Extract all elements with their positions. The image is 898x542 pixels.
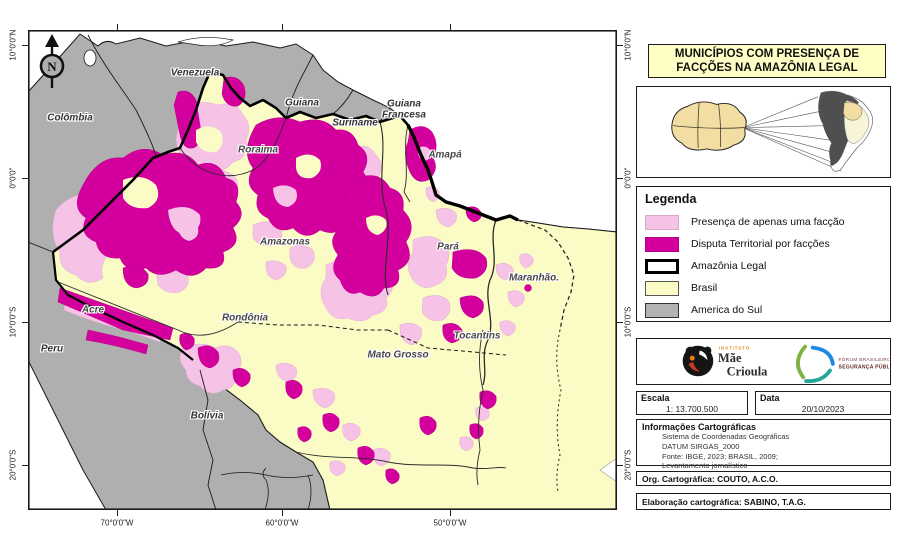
legend: Legenda Presença de apenas uma facção Di… (636, 186, 891, 322)
elaboration-credit: Elaboração cartográfica: SABINO, T.A.G. (636, 493, 891, 510)
fbsp-line2: SEGURANÇA PÚBLICA (839, 364, 889, 371)
tick (22, 178, 28, 179)
inset-fan-lines (742, 96, 842, 172)
inset-amazonia-legal (671, 101, 747, 151)
inset-svg (671, 90, 873, 172)
main-map: N Venezuela Colômbia Guiana Suriname Gui… (28, 30, 617, 510)
swatch-brasil (645, 280, 679, 296)
cartographic-info-line: Fonte: IBGE, 2023; BRASIL, 2009; (662, 451, 778, 461)
axis-lat-label: 0°0'0" (623, 167, 633, 189)
mae-crioula-logo: INSTITUTO Mãe Crioula (682, 346, 769, 378)
axis-lat-label: 20°0'0"S (623, 449, 633, 481)
date-label: Data (760, 393, 780, 403)
swatch-territorial-dispute (645, 236, 679, 252)
axis-lat-label: 0°0'0" (8, 167, 18, 189)
municipality-accents (123, 126, 432, 241)
axis-lat-label: 10°0'0"N (623, 29, 633, 61)
tick (450, 24, 451, 30)
coast-detail (599, 457, 617, 483)
main-map-svg: N (28, 30, 617, 510)
dashed-state-borders (237, 219, 575, 493)
tick (117, 24, 118, 30)
tick (22, 465, 28, 466)
state-borders (57, 117, 507, 486)
legend-header: Legenda (645, 192, 697, 206)
scale-label: Escala (641, 393, 670, 403)
date-value: 20/10/2023 (801, 404, 845, 414)
axis-lon-label: 60°0'0"W (265, 518, 299, 528)
scale-box: Escala 1: 13.700.500 (636, 391, 748, 415)
map-title: MUNICÍPIOS COM PRESENÇA DE FACÇÕES NA AM… (648, 44, 886, 78)
mae-crioula-top-text: INSTITUTO (719, 346, 750, 351)
tick (617, 45, 623, 46)
mae-crioula-line1: Mãe (718, 351, 742, 365)
tick (617, 178, 623, 179)
cartographic-info-header: Informações Cartográficas (642, 422, 757, 432)
axis-lon-label: 50°0'0"W (433, 518, 467, 528)
legend-item: America do Sul (645, 299, 882, 321)
swatch-single-faction (645, 214, 679, 230)
inset-locator-map (636, 86, 891, 178)
fbsp-logo: FÓRUM BRASILEIRO DE SEGURANÇA PÚBLICA (796, 344, 898, 384)
tick (617, 322, 623, 323)
axis-lat-label: 10°0'0"N (8, 29, 18, 61)
map-frame (28, 30, 617, 510)
logos-svg: INSTITUTO Mãe Crioula FÓRUM BRASILEIRO D… (682, 344, 898, 384)
cartographic-info-line: DATUM SIRGAS_2000 (662, 441, 740, 451)
tick (282, 510, 283, 516)
cartographic-info: Informações Cartográficas Sistema de Coo… (636, 419, 891, 470)
tick (450, 510, 451, 516)
tick (22, 45, 28, 46)
legend-item: Presença de apenas uma facção (645, 211, 882, 233)
swatch-amazonia-legal (645, 258, 679, 274)
org-credit: Org. Cartográfica: COUTO, A.C.O. (636, 471, 891, 486)
coast-bay (177, 37, 235, 47)
logos: INSTITUTO Mãe Crioula FÓRUM BRASILEIRO D… (636, 338, 898, 385)
north-letter: N (47, 59, 57, 74)
axis-lat-label: 10°0'0"S (8, 306, 18, 338)
fbsp-line1: FÓRUM BRASILEIRO DE (839, 356, 889, 362)
legend-item: Brasil (645, 277, 882, 299)
amazonia-legal-outline (51, 70, 519, 361)
date-box: Data 20/10/2023 (755, 391, 891, 415)
axis-lon-label: 70°0'0"W (100, 518, 134, 528)
tick (282, 24, 283, 30)
country-borders (28, 34, 391, 510)
scale-value: 1: 13.700.500 (666, 404, 718, 414)
axis-lat-label: 10°0'0"S (623, 306, 633, 338)
legend-item: Amazônia Legal (645, 255, 882, 277)
mae-crioula-line2: Crioula (727, 364, 769, 378)
tick (22, 322, 28, 323)
cartographic-info-line: Levantamento jornalístico (662, 461, 748, 471)
cartographic-info-line: Sistema de Coordenadas Geográficas (662, 432, 790, 441)
swatch-america-do-sul (645, 302, 679, 318)
tick (117, 510, 118, 516)
tick (617, 465, 623, 466)
north-arrow: N (39, 34, 65, 88)
axis-lat-label: 20°0'0"S (8, 449, 18, 481)
legend-item: Disputa Territorial por facções (645, 233, 882, 255)
inset-south-america (818, 90, 873, 172)
lake (83, 49, 97, 67)
